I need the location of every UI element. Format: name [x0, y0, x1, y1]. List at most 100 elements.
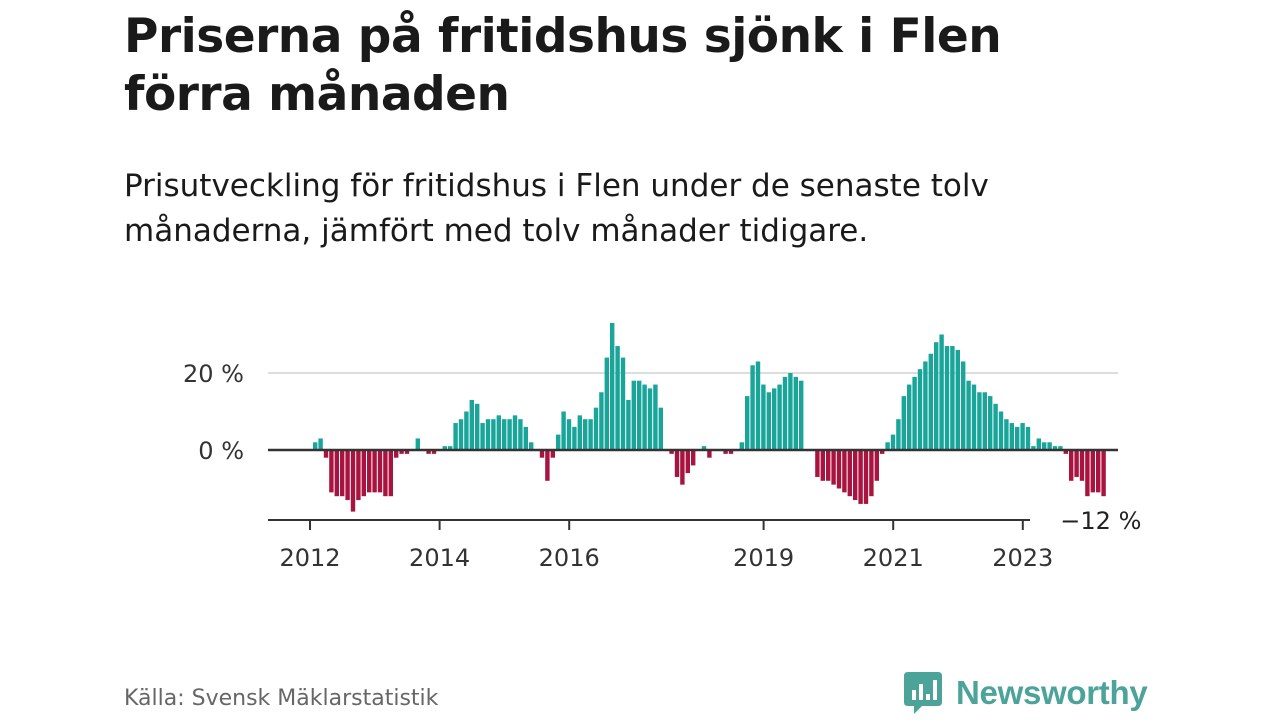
bar	[820, 450, 825, 481]
bar	[458, 419, 464, 450]
bar	[723, 450, 728, 454]
bar	[453, 423, 458, 450]
source-note: Källa: Svensk Mäklarstatistik	[124, 686, 439, 711]
bar	[788, 373, 793, 450]
bar	[1085, 450, 1090, 497]
bar	[313, 442, 318, 450]
bar	[550, 450, 555, 458]
bar	[350, 450, 356, 512]
bar	[950, 346, 955, 450]
bar	[361, 450, 366, 497]
bar	[847, 450, 852, 497]
bar	[885, 442, 890, 450]
bar	[647, 388, 653, 450]
bar	[669, 450, 674, 454]
bar	[874, 450, 879, 481]
bar	[961, 361, 966, 450]
bar	[782, 376, 788, 450]
bar	[329, 450, 334, 493]
bar	[1090, 450, 1095, 493]
bar	[653, 384, 658, 450]
bar	[615, 346, 620, 450]
bar	[955, 349, 960, 450]
bar	[620, 357, 626, 450]
bar	[745, 396, 750, 450]
bar	[896, 419, 901, 450]
newsworthy-logo-icon	[904, 672, 942, 714]
bar	[988, 396, 993, 450]
bar	[377, 450, 383, 493]
bar	[993, 403, 998, 450]
bar	[1058, 446, 1063, 450]
bar	[939, 334, 944, 450]
bar	[485, 419, 491, 450]
bar	[502, 419, 507, 450]
bar	[880, 450, 885, 454]
bar	[1047, 442, 1052, 450]
bar	[901, 396, 906, 450]
bar	[799, 380, 804, 450]
bar	[890, 434, 896, 450]
bar	[572, 426, 577, 450]
bar	[1015, 426, 1020, 450]
bar	[415, 438, 420, 450]
bar	[1063, 450, 1068, 454]
bar	[464, 411, 469, 450]
x-tick-label: 2019	[733, 544, 794, 572]
bar	[701, 446, 707, 450]
bar	[842, 450, 847, 493]
bar	[1069, 450, 1074, 481]
bar	[566, 419, 572, 450]
bar	[637, 380, 642, 450]
bar	[1009, 423, 1014, 450]
bar	[475, 403, 480, 450]
bar	[917, 369, 923, 450]
bar	[912, 376, 917, 450]
end-value-label: −12 %	[1060, 507, 1141, 535]
bar	[642, 384, 647, 450]
bar	[674, 450, 680, 477]
bar	[815, 450, 820, 477]
bar	[739, 442, 744, 450]
bar	[1025, 426, 1031, 450]
bar	[367, 450, 372, 493]
bar	[869, 450, 874, 497]
y-tick-label: 20 %	[183, 360, 244, 388]
bar	[793, 376, 798, 450]
bar	[593, 407, 599, 450]
bar	[928, 353, 933, 450]
bar	[480, 423, 485, 450]
y-tick-label: 0 %	[198, 437, 244, 465]
bar	[345, 450, 350, 501]
bar	[431, 450, 437, 454]
bar	[766, 392, 771, 450]
bar-chart: 0 % 20 % 2012 2014 2016 2019 2021 2023−12 %	[183, 322, 1141, 572]
bar	[523, 426, 528, 450]
bar	[394, 450, 399, 458]
bar	[512, 415, 518, 450]
bar	[469, 399, 474, 450]
bar	[971, 384, 977, 450]
bar	[750, 365, 755, 450]
x-tick-label: 2012	[279, 544, 340, 572]
bar	[966, 380, 971, 450]
x-tick-label: 2023	[992, 544, 1053, 572]
bar	[863, 450, 869, 504]
bar	[1020, 423, 1025, 450]
bar	[388, 450, 393, 497]
bar	[923, 361, 928, 450]
bar	[556, 434, 561, 450]
x-tick-label: 2016	[539, 544, 600, 572]
bar	[772, 388, 777, 450]
chart-title: Priserna på fritidshus sjönk i Flen förr…	[124, 9, 1002, 122]
bar	[318, 438, 323, 450]
bar	[1031, 446, 1036, 450]
x-tick-label: 2021	[863, 544, 924, 572]
bar	[507, 419, 512, 450]
bar	[610, 322, 615, 450]
bar	[934, 342, 939, 450]
brand-logo[interactable]: Newsworthy	[902, 670, 1148, 716]
bar	[399, 450, 404, 454]
bar	[826, 450, 831, 481]
bar	[755, 361, 761, 450]
